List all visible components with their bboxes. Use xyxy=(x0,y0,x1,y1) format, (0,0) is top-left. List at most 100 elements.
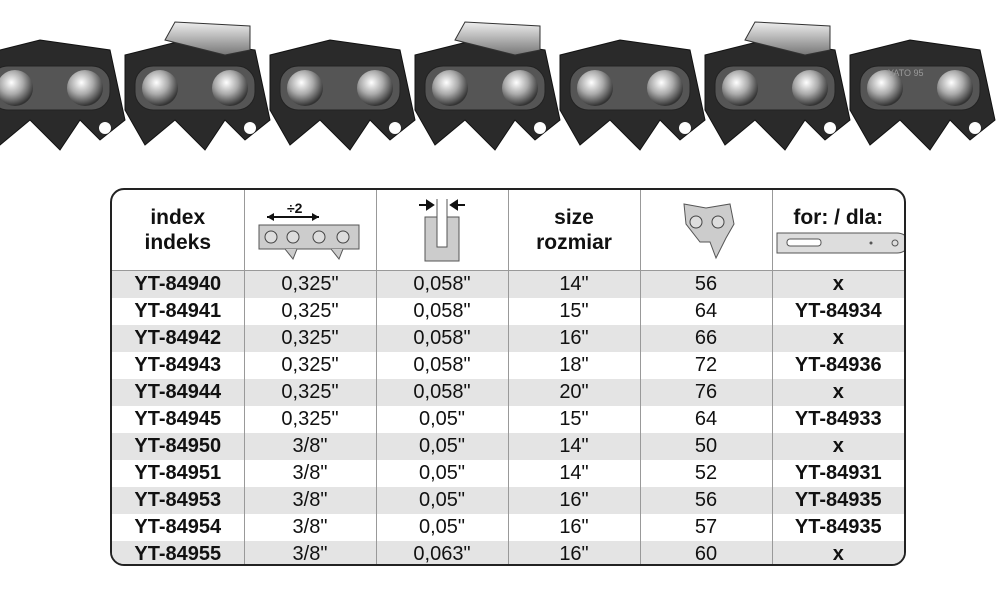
rivet xyxy=(937,70,973,106)
rivet xyxy=(647,70,683,106)
cell-size: 14" xyxy=(507,270,640,298)
cell-gauge: 0,058" xyxy=(375,325,508,352)
cell-for: YT-84935 xyxy=(771,514,904,541)
chain-spec-table: index indeks ÷2 size rozmiar for: / dla: Y… xyxy=(110,188,906,566)
header-size: size rozmiar xyxy=(507,190,640,271)
drive-link-icon xyxy=(683,203,735,260)
table-row: YT-84945 0,325" 0,05" 15" 64 YT-84933 xyxy=(112,406,904,433)
cell-index: YT-84955 xyxy=(112,541,244,564)
cell-links: 50 xyxy=(639,433,772,460)
header-for-label: for: / dla: xyxy=(793,205,884,229)
rivet xyxy=(67,70,103,106)
cell-gauge: 0,05" xyxy=(375,487,508,514)
cell-index: YT-84944 xyxy=(112,379,244,406)
cell-pitch: 3/8" xyxy=(243,460,376,487)
cell-size: 15" xyxy=(507,298,640,325)
chain-marking: YATO 95 xyxy=(888,68,924,78)
cell-pitch: 3/8" xyxy=(243,487,376,514)
header-size-pl: rozmiar xyxy=(536,231,612,254)
cell-links: 57 xyxy=(639,514,772,541)
cell-pitch: 0,325" xyxy=(243,352,376,379)
cell-for: x xyxy=(771,325,904,352)
cell-gauge: 0,058" xyxy=(375,379,508,406)
cell-for: x xyxy=(771,433,904,460)
table-row: YT-84951 3/8" 0,05" 14" 52 YT-84931 xyxy=(112,460,904,487)
saw-chain-photo: YATO 95 xyxy=(0,21,996,151)
rivet xyxy=(357,70,393,106)
cell-pitch: 3/8" xyxy=(243,514,376,541)
cell-pitch: 0,325" xyxy=(243,406,376,433)
cell-index: YT-84950 xyxy=(112,433,244,460)
table-row: YT-84943 0,325" 0,058" 18" 72 YT-84936 xyxy=(112,352,904,379)
cell-links: 76 xyxy=(639,379,772,406)
link-hole xyxy=(679,122,691,134)
cell-gauge: 0,05" xyxy=(375,406,508,433)
cell-pitch: 3/8" xyxy=(243,541,376,564)
cell-links: 72 xyxy=(639,352,772,379)
link-hole xyxy=(99,122,111,134)
rivet xyxy=(792,70,828,106)
cell-index: YT-84942 xyxy=(112,325,244,352)
rivet xyxy=(287,70,323,106)
header-for: for: / dla: xyxy=(771,190,904,271)
cutter-tooth xyxy=(164,21,251,56)
rivet xyxy=(722,70,758,106)
cell-index: YT-84953 xyxy=(112,487,244,514)
rivet xyxy=(867,70,903,106)
cell-links: 56 xyxy=(639,487,772,514)
cell-index: YT-84941 xyxy=(134,300,222,322)
cell-gauge: 0,058" xyxy=(375,270,508,298)
cell-for: x xyxy=(771,270,904,298)
cutter-tooth xyxy=(454,21,541,56)
pitch-diagram-icon: ÷2 xyxy=(258,200,360,260)
pitch-label: ÷2 xyxy=(287,200,303,216)
cell-links: 66 xyxy=(639,325,772,352)
cell-size: 16" xyxy=(507,487,640,514)
cutter-tooth xyxy=(744,21,831,56)
cell-for: YT-84934 xyxy=(771,298,904,325)
rivet xyxy=(502,70,538,106)
link-hole xyxy=(389,122,401,134)
rivet xyxy=(142,70,178,106)
cell-size: 18" xyxy=(507,352,640,379)
header-gauge xyxy=(375,190,508,271)
rivet xyxy=(0,70,33,106)
cell-links: 56 xyxy=(639,270,772,298)
header-links xyxy=(639,190,772,271)
cell-gauge: 0,058" xyxy=(375,298,508,325)
cell-links: 52 xyxy=(639,460,772,487)
cell-size: 14" xyxy=(507,433,640,460)
cell-gauge: 0,05" xyxy=(375,460,508,487)
cell-gauge: 0,063" xyxy=(375,541,508,564)
cell-for: x xyxy=(771,541,904,564)
rivet xyxy=(432,70,468,106)
cell-links: 64 xyxy=(639,298,772,325)
cell-index: YT-84954 xyxy=(134,516,222,538)
table-row: YT-84940 0,325" 0,058" 14" 56 x xyxy=(112,270,904,298)
cell-for: YT-84936 xyxy=(771,352,904,379)
header-pitch: ÷2 xyxy=(243,190,376,271)
gauge-diagram-icon xyxy=(419,199,465,262)
cell-gauge: 0,05" xyxy=(375,514,508,541)
header-index: index indeks xyxy=(112,190,244,271)
link-hole xyxy=(244,122,256,134)
cell-index: YT-84943 xyxy=(134,354,222,376)
header-size-en: size xyxy=(554,206,594,229)
link-hole xyxy=(824,122,836,134)
cell-gauge: 0,058" xyxy=(375,352,508,379)
rivet xyxy=(577,70,613,106)
cell-size: 16" xyxy=(507,514,640,541)
cell-pitch: 3/8" xyxy=(243,433,376,460)
table-row: YT-84944 0,325" 0,058" 20" 76 x xyxy=(112,379,904,406)
table-row: YT-84953 3/8" 0,05" 16" 56 YT-84935 xyxy=(112,487,904,514)
cell-for: YT-84931 xyxy=(771,460,904,487)
cell-pitch: 0,325" xyxy=(243,298,376,325)
header-index-en: index xyxy=(150,206,206,229)
cell-pitch: 0,325" xyxy=(243,379,376,406)
table-row: YT-84941 0,325" 0,058" 15" 64 YT-84934 xyxy=(112,298,904,325)
link-hole xyxy=(534,122,546,134)
chain-links xyxy=(0,21,996,151)
table-row: YT-84954 3/8" 0,05" 16" 57 YT-84935 xyxy=(112,514,904,541)
cell-index: YT-84940 xyxy=(112,270,244,298)
link-hole xyxy=(969,122,981,134)
